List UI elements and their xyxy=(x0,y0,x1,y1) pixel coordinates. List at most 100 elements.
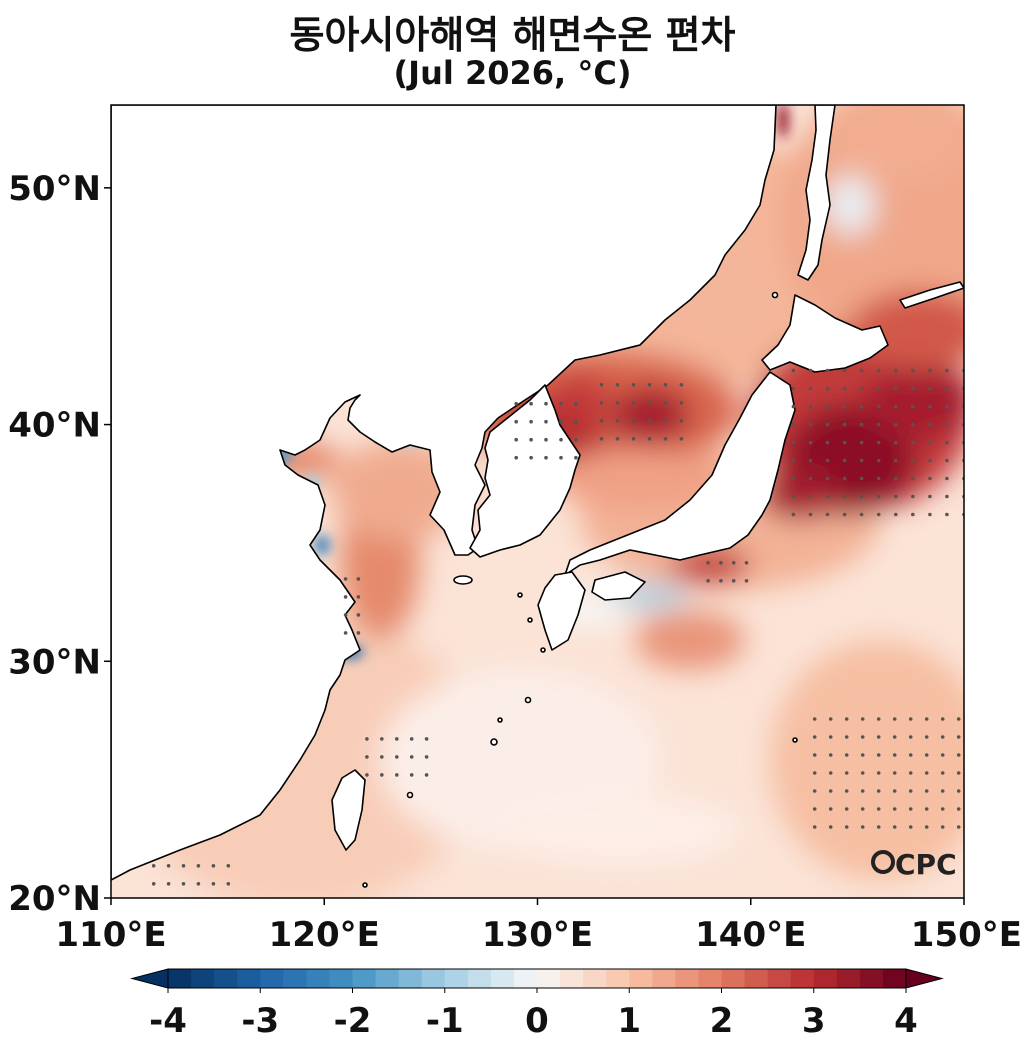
lat-tick-label: 50°N xyxy=(8,169,101,209)
small-island xyxy=(792,737,798,743)
stipple-dot xyxy=(808,404,813,409)
stipple-dot xyxy=(151,864,156,868)
stipple-dot xyxy=(196,882,201,886)
stipple-dot xyxy=(663,419,668,423)
stipple-dot xyxy=(859,458,864,463)
ryukyu-island xyxy=(490,738,498,746)
map-subtitle: (Jul 2026, °C) xyxy=(393,54,632,92)
stipple-dot xyxy=(514,401,518,406)
stipple-dot xyxy=(894,512,898,517)
stipple-dot xyxy=(544,419,548,424)
stipple-dot xyxy=(211,864,216,868)
stipple-dot xyxy=(395,755,399,759)
stipple-dot xyxy=(924,753,929,757)
small-island xyxy=(771,291,779,299)
stipple-dot xyxy=(876,807,881,811)
colorbar-segment xyxy=(560,969,584,988)
stipple-dot xyxy=(514,437,518,442)
stipple-dot xyxy=(956,789,961,793)
ryukyu-island xyxy=(524,696,532,704)
stipple-dot xyxy=(940,735,945,739)
stipple-dot xyxy=(876,494,881,499)
colorbar-segment xyxy=(629,969,653,988)
colorbar-segment xyxy=(283,969,307,988)
stipple-dot xyxy=(924,825,929,829)
colorbar-segment xyxy=(537,969,561,988)
stipple-dot xyxy=(842,404,847,409)
stipple-dot xyxy=(928,512,932,517)
stipple-dot xyxy=(356,595,361,599)
stipple-dot xyxy=(859,476,864,481)
stipple-dot xyxy=(844,717,849,721)
cpc-logo-circle-icon xyxy=(871,850,895,874)
stipple-dot xyxy=(860,735,865,739)
stipple-dot xyxy=(409,755,414,759)
stipple-dot xyxy=(860,807,865,811)
stipple-dot xyxy=(894,476,898,481)
colorbar-segment xyxy=(352,969,377,988)
stipple-dot xyxy=(828,825,833,829)
colorbar-segment xyxy=(606,969,630,988)
stipple-dot xyxy=(844,735,849,739)
stipple-dot xyxy=(894,386,898,391)
colorbar-tick-label: 3 xyxy=(802,1001,826,1041)
colorbar-segment xyxy=(467,969,492,988)
stipple-dot xyxy=(825,512,830,517)
stipple-dot xyxy=(940,789,945,793)
stipple-dot xyxy=(876,825,881,829)
stipple-dot xyxy=(940,753,945,757)
stipple-dot xyxy=(574,437,578,442)
stipple-dot xyxy=(647,437,652,441)
latitude-axis: 20°N 30°N 40°N 50°N xyxy=(8,169,111,919)
stipple-dot xyxy=(928,386,932,391)
stipple-dot xyxy=(599,383,604,387)
stipple-dot xyxy=(151,882,156,886)
stipple-dot xyxy=(544,437,548,442)
stipple-dot xyxy=(892,789,897,793)
hokkaido xyxy=(761,294,889,373)
stipple-dot xyxy=(908,735,913,739)
stipple-dot xyxy=(380,755,384,759)
stipple-dot xyxy=(842,368,847,373)
stipple-dot xyxy=(828,753,833,757)
stipple-dot xyxy=(808,494,813,499)
stipple-dot xyxy=(343,577,348,581)
stipple-dot xyxy=(956,753,961,757)
stipple-dot xyxy=(166,882,171,886)
stipple-dot xyxy=(859,440,864,445)
stipple-dot xyxy=(844,753,849,757)
small-island xyxy=(527,617,533,623)
colorbar-segment xyxy=(329,969,354,988)
colorbar-segment xyxy=(652,969,676,988)
colorbar-tick-label: 4 xyxy=(894,1001,918,1041)
stipple-dot xyxy=(844,825,849,829)
stipple-dot xyxy=(842,422,847,427)
stipple-dot xyxy=(928,422,932,427)
shikoku xyxy=(591,571,646,601)
stipple-dot xyxy=(945,440,949,445)
colorbar-segment xyxy=(698,969,723,988)
land-masses xyxy=(111,105,964,888)
stipple-dot xyxy=(911,476,915,481)
stipple-dot xyxy=(615,383,620,387)
stipple-dot xyxy=(380,737,384,741)
colorbar-tick-label: -2 xyxy=(334,1001,372,1041)
stipple-dot xyxy=(663,383,668,387)
stipple-dot xyxy=(424,737,429,741)
colorbar-tick-label: -1 xyxy=(426,1001,464,1041)
jeju-island xyxy=(453,575,473,585)
stipple-dot xyxy=(945,512,949,517)
stipple-dot xyxy=(859,368,864,373)
longitude-axis: 110°E 120°E 130°E 140°E 150°E xyxy=(55,898,1022,955)
stipple-dot xyxy=(842,494,847,499)
stipple-dot xyxy=(842,440,847,445)
stipple-dot xyxy=(631,383,636,387)
stipple-dot xyxy=(908,717,913,721)
stipple-dot xyxy=(808,476,813,481)
colorbar-segment xyxy=(237,969,261,988)
colorbar-segment xyxy=(191,969,215,988)
stipple-dot xyxy=(181,864,186,868)
stipple-dot xyxy=(529,419,533,424)
kyushu xyxy=(537,571,586,651)
stipple-dot xyxy=(559,419,563,424)
